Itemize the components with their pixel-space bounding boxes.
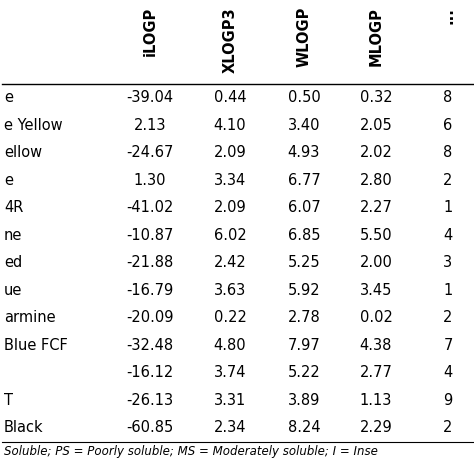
Text: ed: ed — [4, 255, 22, 270]
Text: 8.24: 8.24 — [288, 420, 320, 435]
Text: 3.31: 3.31 — [214, 393, 246, 408]
Text: 2.29: 2.29 — [360, 420, 392, 435]
Text: Black: Black — [4, 420, 44, 435]
Text: 4.10: 4.10 — [214, 118, 246, 133]
Text: 3.45: 3.45 — [360, 283, 392, 298]
Text: Blue FCF: Blue FCF — [4, 338, 68, 353]
Text: 3.40: 3.40 — [288, 118, 320, 133]
Text: 0.32: 0.32 — [360, 90, 392, 105]
Text: 2.02: 2.02 — [360, 145, 392, 160]
Text: 0.22: 0.22 — [214, 310, 246, 325]
Text: e: e — [4, 90, 13, 105]
Text: 2.77: 2.77 — [360, 365, 392, 380]
Text: 8: 8 — [443, 90, 453, 105]
Text: 2.78: 2.78 — [288, 310, 320, 325]
Text: 1: 1 — [443, 283, 453, 298]
Text: -26.13: -26.13 — [127, 393, 173, 408]
Text: 2: 2 — [443, 310, 453, 325]
Text: 6.02: 6.02 — [214, 228, 246, 243]
Text: 2.09: 2.09 — [214, 145, 246, 160]
Text: 2.27: 2.27 — [360, 200, 392, 215]
Text: 6.07: 6.07 — [288, 200, 320, 215]
Text: -10.87: -10.87 — [126, 228, 173, 243]
Text: 0.50: 0.50 — [288, 90, 320, 105]
Text: 6.77: 6.77 — [288, 173, 320, 188]
Text: 2: 2 — [443, 420, 453, 435]
Text: 8: 8 — [443, 145, 453, 160]
Text: ne: ne — [4, 228, 22, 243]
Text: 5.25: 5.25 — [288, 255, 320, 270]
Text: 1.13: 1.13 — [360, 393, 392, 408]
Text: WLOGP: WLOGP — [297, 7, 311, 67]
Text: 9: 9 — [443, 393, 453, 408]
Text: e: e — [4, 173, 13, 188]
Text: 4.93: 4.93 — [288, 145, 320, 160]
Text: armine: armine — [4, 310, 55, 325]
Text: 3: 3 — [444, 255, 453, 270]
Text: -21.88: -21.88 — [127, 255, 173, 270]
Text: 5.50: 5.50 — [360, 228, 392, 243]
Text: 3.74: 3.74 — [214, 365, 246, 380]
Text: 1: 1 — [443, 200, 453, 215]
Text: T: T — [4, 393, 13, 408]
Text: 3.34: 3.34 — [214, 173, 246, 188]
Text: 5.22: 5.22 — [288, 365, 320, 380]
Text: 2.42: 2.42 — [214, 255, 246, 270]
Text: XLOGP3: XLOGP3 — [222, 7, 237, 73]
Text: 2.05: 2.05 — [360, 118, 392, 133]
Text: 2.13: 2.13 — [134, 118, 166, 133]
Text: 7.97: 7.97 — [288, 338, 320, 353]
Text: ...: ... — [440, 7, 456, 24]
Text: 6.85: 6.85 — [288, 228, 320, 243]
Text: iLOGP: iLOGP — [143, 7, 157, 56]
Text: Soluble; PS = Poorly soluble; MS = Moderately soluble; I = Inse: Soluble; PS = Poorly soluble; MS = Moder… — [4, 445, 378, 458]
Text: 4: 4 — [443, 365, 453, 380]
Text: 2: 2 — [443, 173, 453, 188]
Text: 2.00: 2.00 — [360, 255, 392, 270]
Text: 0.02: 0.02 — [360, 310, 392, 325]
Text: 2.34: 2.34 — [214, 420, 246, 435]
Text: 7: 7 — [443, 338, 453, 353]
Text: 4.38: 4.38 — [360, 338, 392, 353]
Text: 4.80: 4.80 — [214, 338, 246, 353]
Text: 4R: 4R — [4, 200, 23, 215]
Text: 6: 6 — [443, 118, 453, 133]
Text: -20.09: -20.09 — [126, 310, 174, 325]
Text: 2.09: 2.09 — [214, 200, 246, 215]
Text: ue: ue — [4, 283, 22, 298]
Text: -39.04: -39.04 — [127, 90, 173, 105]
Text: -41.02: -41.02 — [126, 200, 173, 215]
Text: 1.30: 1.30 — [134, 173, 166, 188]
Text: 5.92: 5.92 — [288, 283, 320, 298]
Text: -24.67: -24.67 — [126, 145, 173, 160]
Text: 4: 4 — [443, 228, 453, 243]
Text: 2.80: 2.80 — [360, 173, 392, 188]
Text: 3.63: 3.63 — [214, 283, 246, 298]
Text: -16.12: -16.12 — [127, 365, 173, 380]
Text: -60.85: -60.85 — [127, 420, 173, 435]
Text: e Yellow: e Yellow — [4, 118, 63, 133]
Text: -32.48: -32.48 — [127, 338, 173, 353]
Text: 0.44: 0.44 — [214, 90, 246, 105]
Text: MLOGP: MLOGP — [368, 7, 383, 66]
Text: -16.79: -16.79 — [127, 283, 173, 298]
Text: ellow: ellow — [4, 145, 42, 160]
Text: 3.89: 3.89 — [288, 393, 320, 408]
